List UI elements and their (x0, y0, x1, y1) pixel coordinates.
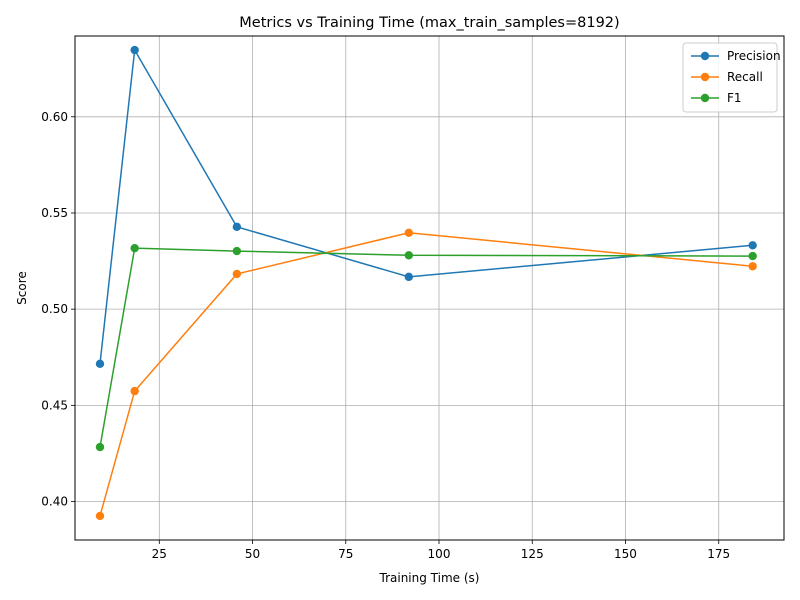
x-tick-label: 75 (338, 547, 353, 561)
x-tick-label: 150 (614, 547, 637, 561)
plot-area-frame (74, 35, 785, 541)
precision-legend-marker (700, 51, 710, 61)
f1-data-point (95, 442, 105, 452)
f1-legend-marker (700, 93, 710, 103)
recall-data-point (130, 386, 139, 396)
y-tick-label: 0.40 (41, 495, 68, 509)
precision-data-point (748, 241, 757, 250)
recall-data-point (95, 511, 105, 521)
f1-data-point (130, 243, 139, 253)
x-tick-label: 175 (707, 547, 730, 561)
f1-data-point (748, 251, 757, 261)
y-tick-label: 0.60 (41, 110, 68, 124)
x-tick-label: 25 (152, 547, 167, 561)
y-tick-label: 0.50 (41, 302, 68, 316)
precision-data-point (95, 359, 105, 368)
recall-legend-label: Recall (727, 70, 763, 84)
recall-data-point (748, 262, 757, 271)
series-lines (95, 45, 757, 521)
chart-title: Metrics vs Training Time (max_train_samp… (239, 15, 619, 31)
precision-data-point (404, 272, 414, 282)
recall-data-point (404, 228, 414, 237)
legend: Precision Recall F1 (682, 42, 781, 113)
f1-data-point (232, 246, 242, 256)
precision-legend-label: Precision (727, 49, 781, 63)
y-tick-label: 0.55 (41, 206, 68, 220)
f1-data-point (404, 251, 414, 260)
y-tick-label: 0.45 (41, 398, 68, 412)
grid-lines (75, 36, 784, 540)
precision-data-point (130, 45, 139, 55)
recall-data-point (232, 269, 242, 279)
x-axis-label: Training Time (s) (379, 571, 480, 585)
recall-legend-marker (700, 72, 710, 82)
x-tick-label: 50 (245, 547, 260, 561)
f1-legend-label: F1 (727, 91, 742, 105)
x-tick-label: 125 (521, 547, 544, 561)
axis-ticks: 25 50 75 100 125 150 175 0.40 0.45 0.50 0.55 0.60 (41, 110, 730, 561)
precision-data-point (232, 222, 242, 232)
x-tick-label: 100 (428, 547, 451, 561)
y-axis-label: Score (15, 271, 29, 305)
